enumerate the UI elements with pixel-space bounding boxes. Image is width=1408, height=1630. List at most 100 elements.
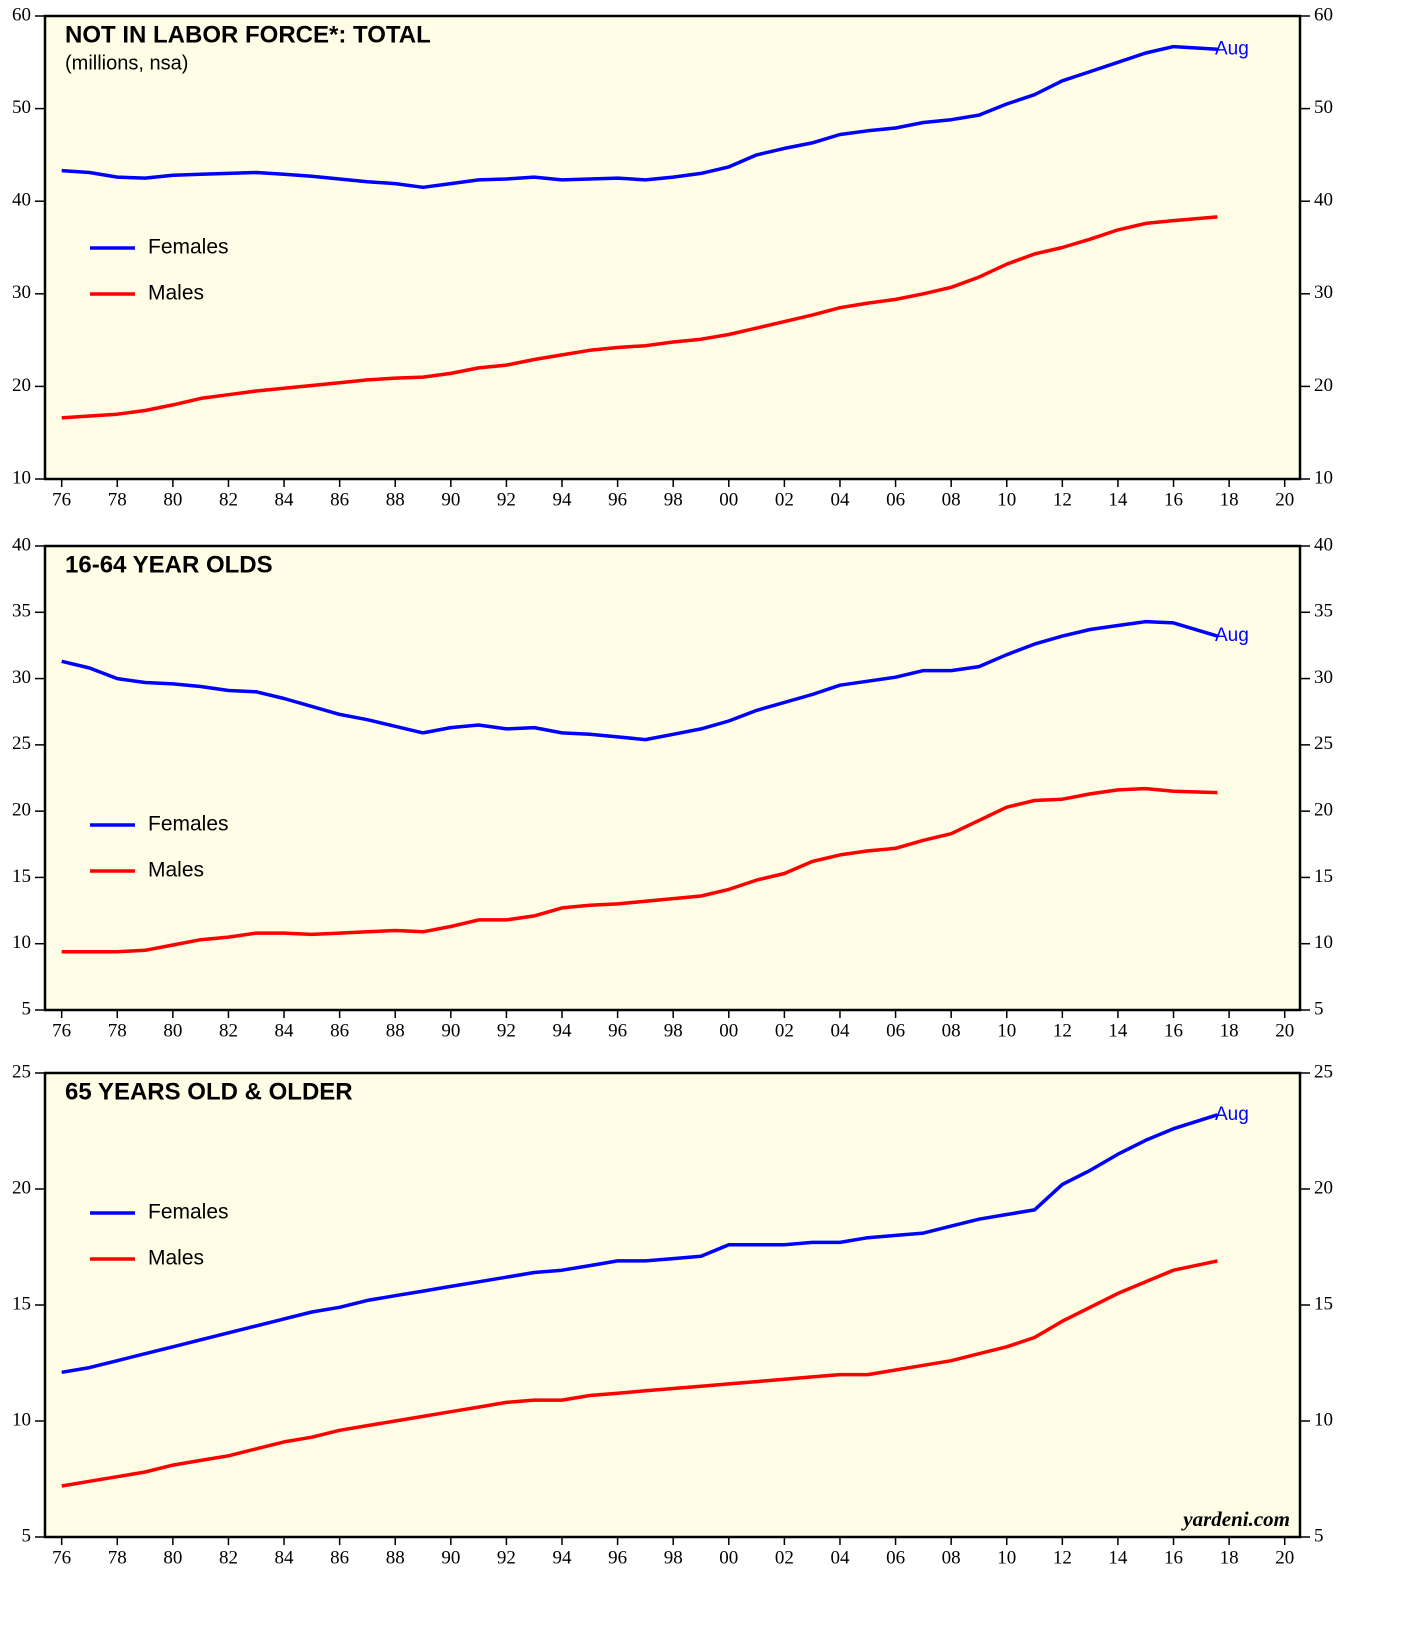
y-tick-label: 30 <box>12 667 31 688</box>
x-tick-label: 18 <box>1220 489 1239 510</box>
x-tick-label: 20 <box>1275 1020 1294 1041</box>
x-tick-label: 88 <box>386 489 405 510</box>
x-tick-label: 90 <box>441 489 460 510</box>
y-tick-label: 20 <box>12 800 31 821</box>
x-tick-label: 86 <box>330 489 349 510</box>
y2-tick-label: 20 <box>1314 1177 1333 1198</box>
series-line <box>61 619 1218 742</box>
x-tick-label: 90 <box>441 1020 460 1041</box>
x-tick-label: 76 <box>52 1547 71 1568</box>
x-tick-label: 08 <box>942 489 961 510</box>
y2-tick-label: 15 <box>1314 866 1333 887</box>
x-tick-label: 00 <box>719 489 738 510</box>
y2-tick-label: 30 <box>1314 282 1333 303</box>
x-tick-label: 08 <box>942 1547 961 1568</box>
y-tick-label: 60 <box>12 4 31 25</box>
y-tick-label: 5 <box>22 1525 32 1546</box>
y-tick-label: 20 <box>12 375 31 396</box>
x-tick-label: 86 <box>330 1547 349 1568</box>
x-tick-label: 82 <box>219 489 238 510</box>
x-tick-label: 76 <box>52 489 71 510</box>
x-tick-label: 98 <box>664 1020 683 1041</box>
x-tick-label: 10 <box>997 1020 1016 1041</box>
y2-tick-label: 40 <box>1314 190 1333 211</box>
x-tick-label: 90 <box>441 1547 460 1568</box>
y2-tick-label: 20 <box>1314 375 1333 396</box>
x-tick-label: 06 <box>886 489 905 510</box>
x-tick-label: 78 <box>108 1547 127 1568</box>
x-tick-label: 00 <box>719 1547 738 1568</box>
y2-tick-label: 30 <box>1314 667 1333 688</box>
chart-title: NOT IN LABOR FORCE*: TOTAL <box>65 21 431 48</box>
x-tick-label: 88 <box>386 1547 405 1568</box>
x-tick-label: 98 <box>664 489 683 510</box>
x-tick-label: 04 <box>830 489 850 510</box>
x-tick-label: 04 <box>830 1547 850 1568</box>
x-tick-label: 12 <box>1053 1547 1072 1568</box>
x-tick-label: 96 <box>608 489 627 510</box>
x-tick-label: 78 <box>108 489 127 510</box>
chart-title: 65 YEARS OLD & OLDER <box>65 1078 353 1105</box>
y2-tick-label: 10 <box>1314 467 1333 488</box>
x-tick-label: 04 <box>830 1020 850 1041</box>
x-tick-label: 86 <box>330 1020 349 1041</box>
x-tick-label: 10 <box>997 489 1016 510</box>
y-tick-label: 40 <box>12 190 31 211</box>
x-tick-label: 02 <box>775 1020 794 1041</box>
series-line <box>61 1113 1218 1375</box>
x-tick-label: 14 <box>1108 1020 1128 1041</box>
y2-tick-label: 60 <box>1314 4 1333 25</box>
y-tick-label: 10 <box>12 467 31 488</box>
x-tick-label: 16 <box>1164 1547 1183 1568</box>
plot-area <box>43 1071 1302 1539</box>
x-tick-label: 76 <box>52 1020 71 1041</box>
y2-tick-label: 10 <box>1314 932 1333 953</box>
plot-area <box>43 544 1302 1012</box>
x-tick-label: 16 <box>1164 1020 1183 1041</box>
y-tick-label: 20 <box>12 1177 31 1198</box>
end-annotation: Aug <box>1215 38 1249 59</box>
legend-label: Males <box>148 282 204 305</box>
x-tick-label: 96 <box>608 1547 627 1568</box>
chart-subtitle: (millions, nsa) <box>65 52 188 74</box>
legend-label: Females <box>148 1201 229 1224</box>
y2-tick-label: 35 <box>1314 601 1333 622</box>
series-line <box>61 215 1218 420</box>
x-tick-label: 92 <box>497 1020 516 1041</box>
x-tick-label: 94 <box>553 1547 573 1568</box>
plot-area <box>43 14 1302 481</box>
y-tick-label: 15 <box>12 866 31 887</box>
x-tick-label: 92 <box>497 1547 516 1568</box>
series-line <box>61 44 1218 190</box>
legend-label: Males <box>148 1247 204 1270</box>
x-tick-label: 84 <box>275 1547 295 1568</box>
x-tick-label: 78 <box>108 1020 127 1041</box>
y-tick-label: 10 <box>12 1409 31 1430</box>
x-tick-label: 12 <box>1053 489 1072 510</box>
x-tick-label: 96 <box>608 1020 627 1041</box>
chart-title: 16-64 YEAR OLDS <box>65 551 273 578</box>
series-line <box>61 786 1218 954</box>
x-tick-label: 94 <box>553 1020 573 1041</box>
end-annotation: Aug <box>1215 625 1249 646</box>
x-tick-label: 18 <box>1220 1020 1239 1041</box>
x-tick-label: 18 <box>1220 1547 1239 1568</box>
x-tick-label: 82 <box>219 1547 238 1568</box>
y2-tick-label: 5 <box>1314 1525 1324 1546</box>
x-tick-label: 06 <box>886 1020 905 1041</box>
y2-tick-label: 50 <box>1314 97 1333 118</box>
x-tick-label: 80 <box>163 1547 182 1568</box>
y-tick-label: 15 <box>12 1293 31 1314</box>
x-tick-label: 12 <box>1053 1020 1072 1041</box>
x-tick-label: 80 <box>163 489 182 510</box>
y-tick-label: 35 <box>12 601 31 622</box>
legend-label: Females <box>148 236 229 259</box>
y2-tick-label: 10 <box>1314 1409 1333 1430</box>
x-tick-label: 94 <box>553 489 573 510</box>
y2-tick-label: 5 <box>1314 998 1324 1019</box>
source-label: yardeni.com <box>1180 1507 1290 1531</box>
y-tick-label: 25 <box>12 733 31 754</box>
x-tick-label: 06 <box>886 1547 905 1568</box>
